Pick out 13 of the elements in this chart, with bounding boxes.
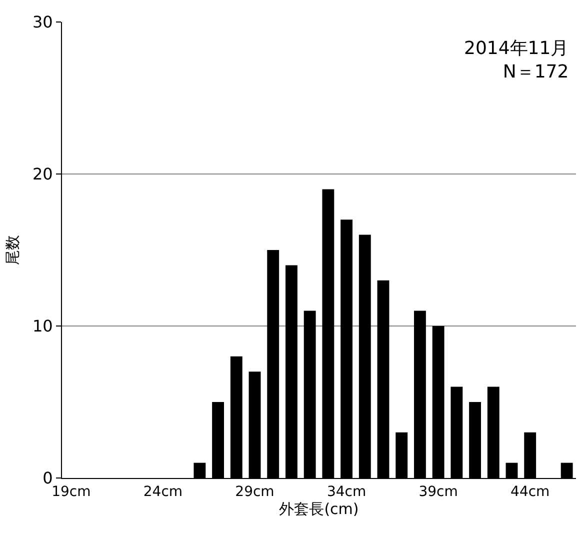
x-tick-label: 24cm — [143, 484, 183, 500]
y-tick-label: 0 — [42, 468, 53, 488]
y-tick-label: 30 — [32, 12, 53, 32]
x-axis-title: 外套長(cm) — [279, 500, 359, 518]
x-tick-label: 29cm — [235, 484, 274, 500]
x-tick-label: 44cm — [510, 484, 550, 500]
y-tick-label: 10 — [32, 316, 53, 336]
x-tick-label: 34cm — [326, 484, 366, 500]
y-tick-label: 20 — [32, 164, 53, 184]
x-tick-label: 19cm — [52, 484, 91, 500]
x-tick-label: 39cm — [418, 484, 458, 500]
annotation: 2014年11月 N＝172 — [464, 38, 569, 82]
y-axis-title: 尾数 — [4, 235, 22, 265]
